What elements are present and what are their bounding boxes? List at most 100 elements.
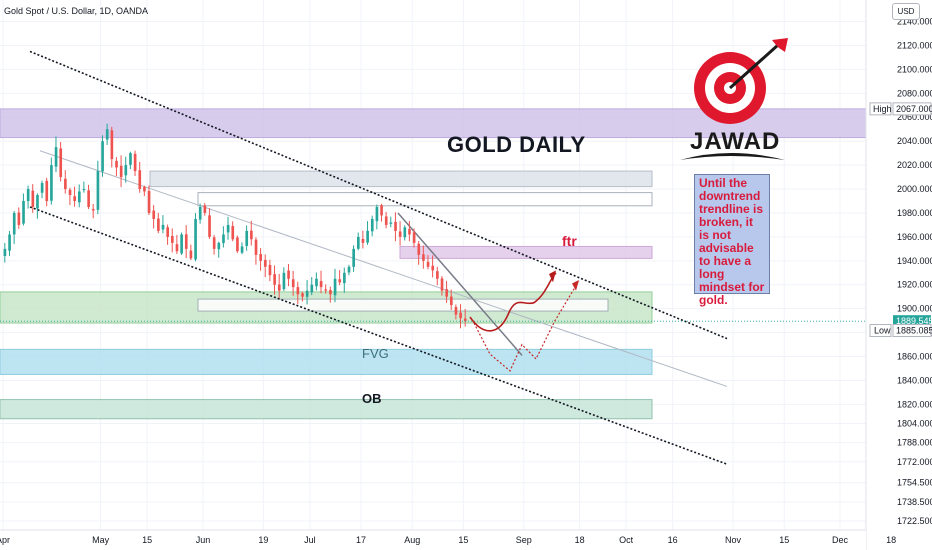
- candle-body: [54, 147, 58, 167]
- price-tick-label: 1738.500: [897, 497, 932, 507]
- time-tick-label: Jul: [304, 535, 316, 545]
- candle-body: [431, 265, 435, 271]
- time-axis[interactable]: Apr May 15 Jun 19 Jul 17 Aug 15 Sep 18 Oct 16 Nov 15 De…: [0, 529, 896, 550]
- candle-body: [3, 248, 7, 257]
- candle-body: [240, 246, 244, 253]
- time-tick-label: Nov: [725, 535, 742, 545]
- ob-zone: [0, 399, 653, 420]
- price-tick-label: 1980.000: [897, 208, 932, 218]
- high-price-label: 2067.000: [896, 104, 932, 114]
- logo-swoosh: [680, 153, 785, 160]
- price-tick-label: 1900.000: [897, 304, 932, 314]
- candle-body: [338, 279, 342, 283]
- candle-body: [273, 274, 276, 285]
- candle-body: [91, 209, 95, 211]
- ob-label: OB: [362, 391, 382, 406]
- price-tick-label: 2080.000: [897, 88, 932, 98]
- white-box-upper: [197, 192, 653, 207]
- white-box-lower: [197, 298, 609, 312]
- projection-paths: [469, 270, 579, 372]
- low-price-label: 1885.085: [896, 326, 932, 336]
- candle-body: [250, 230, 253, 240]
- candle-body: [147, 191, 151, 213]
- time-tick-label: Jun: [196, 535, 211, 545]
- candle-body: [166, 227, 169, 237]
- candle-body: [175, 244, 179, 252]
- price-tick-label: 1860.000: [897, 352, 932, 362]
- price-tick-label: 1804.000: [897, 419, 932, 429]
- price-tick-label: 2060.000: [897, 112, 932, 122]
- fvg-label: FVG: [362, 346, 389, 361]
- candle-body: [73, 196, 76, 201]
- symbol-title[interactable]: Gold Spot / U.S. Dollar, 1D, OANDA: [4, 6, 149, 16]
- time-axis-bg: [0, 530, 866, 550]
- downtrend-line: [397, 212, 523, 356]
- candle-body: [217, 242, 221, 250]
- candle-body: [352, 248, 355, 267]
- candle-body: [105, 129, 109, 140]
- low-price-bg: [892, 324, 932, 338]
- candle-body: [50, 165, 53, 201]
- candle-body: [259, 254, 262, 261]
- candle-body: [440, 278, 444, 291]
- price-tick-label: 2040.000: [897, 136, 932, 146]
- candle-body: [161, 224, 165, 230]
- candle-body: [231, 226, 235, 240]
- candle-body: [459, 312, 462, 319]
- bullish-projection: [469, 272, 557, 332]
- time-tick-label: 15: [142, 535, 152, 545]
- candle-body: [426, 261, 430, 267]
- supply-box: [149, 170, 653, 188]
- currency-button[interactable]: USD: [892, 3, 920, 20]
- price-tick-label: 2140.000: [897, 17, 932, 27]
- candle-body: [45, 180, 49, 201]
- candle-body: [319, 281, 323, 288]
- chart-title: GOLD DAILY: [447, 132, 586, 157]
- candle-body: [36, 195, 39, 209]
- candle-body: [133, 153, 137, 172]
- candle-body: [8, 234, 11, 251]
- logo-text: JAWAD: [690, 128, 781, 155]
- candle-body: [124, 165, 128, 176]
- time-tick-label: Oct: [619, 535, 634, 545]
- candle-body: [301, 293, 304, 297]
- price-tick-label: 1920.000: [897, 280, 932, 290]
- candle-body: [305, 290, 309, 297]
- ftr-zone: [399, 245, 653, 259]
- projection-arrow: [549, 270, 556, 283]
- price-tick-label: 1722.500: [897, 516, 932, 526]
- candle-body: [357, 236, 360, 249]
- price-axis-bg: [866, 0, 932, 550]
- candle-body: [333, 278, 337, 296]
- candle-body: [384, 216, 388, 225]
- candle-body: [245, 230, 249, 246]
- lower-channel-line: [29, 206, 728, 465]
- candle-body: [119, 165, 123, 178]
- time-tick-label: Dec: [832, 535, 849, 545]
- price-tick-label: 1840.000: [897, 375, 932, 385]
- alt-projection-arrow: [572, 279, 579, 291]
- candle-body: [394, 221, 397, 231]
- candle-body: [226, 224, 230, 233]
- alternative-projection: [473, 282, 579, 372]
- candle-body: [68, 189, 72, 196]
- candle-body: [463, 318, 467, 322]
- candle-body: [26, 189, 30, 202]
- candle-body: [101, 141, 104, 172]
- candle-body: [329, 289, 332, 295]
- candle-body: [184, 234, 188, 249]
- high-tag-bg: [869, 102, 892, 116]
- time-tick-label: 15: [779, 535, 789, 545]
- candle-body: [366, 230, 369, 243]
- candle-body: [171, 235, 174, 243]
- candle-body: [12, 212, 16, 235]
- time-tick-label: 15: [458, 535, 468, 545]
- candle-body: [157, 218, 160, 231]
- price-axis[interactable]: 2140.000 2120.000 2100.000 2080.000 2060.000…: [865, 0, 932, 550]
- candle-body: [31, 190, 35, 207]
- candle-body: [110, 130, 114, 160]
- candle-body: [389, 222, 393, 224]
- time-tick-label: 19: [258, 535, 268, 545]
- candle-body: [422, 254, 425, 261]
